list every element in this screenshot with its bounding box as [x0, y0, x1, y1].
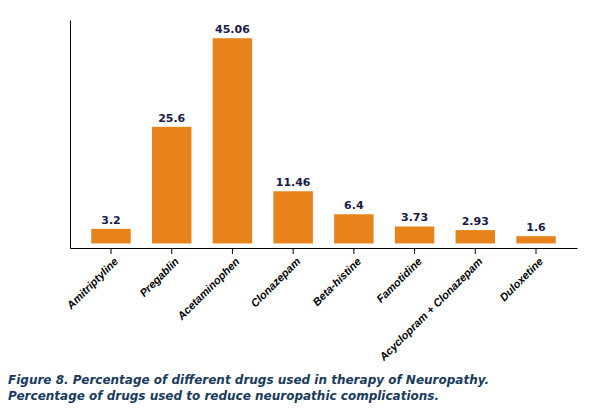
bar: [273, 191, 312, 243]
x-tick-label: Beta-histine: [310, 255, 363, 308]
x-tick-mark: [475, 248, 476, 254]
x-tick: Pregablin: [137, 248, 181, 299]
x-tick-mark: [171, 248, 172, 254]
x-tick: Acyclopram + Clonazepam: [376, 248, 485, 363]
x-axis-line: [71, 248, 578, 249]
x-tick-label: Pregablin: [137, 255, 181, 299]
x-tick: Acetaminophen: [174, 248, 242, 323]
data-label: 25.6: [158, 112, 185, 125]
bar: [334, 214, 373, 243]
data-label: 45.06: [215, 23, 250, 36]
x-tick: Beta-histine: [310, 248, 363, 308]
x-tick-label: Famotidine: [374, 255, 424, 305]
x-tick-label: Acetaminophen: [174, 255, 242, 323]
x-tick: Amitriptyline: [64, 248, 121, 312]
chart: 3.2 25.6 45.06 11.46 6.4 3.73 2.93 1.6 Amitripty…: [0, 0, 597, 408]
x-tick: Duloxetine: [497, 248, 545, 303]
bar: [456, 230, 495, 243]
data-label: 2.93: [462, 215, 489, 228]
y-axis-line: [70, 21, 71, 249]
x-tick-label: Duloxetine: [497, 255, 545, 303]
x-tick-label: Acyclopram + Clonazepam: [376, 255, 485, 364]
bar: [516, 236, 555, 243]
plot: 3.2 25.6 45.06 11.46 6.4 3.73 2.93 1.6 Amitripty…: [64, 21, 578, 364]
data-label: 6.4: [344, 199, 364, 212]
data-labels: 3.2 25.6 45.06 11.46 6.4 3.73 2.93 1.6: [101, 23, 546, 234]
data-label: 3.73: [401, 211, 428, 224]
x-tick-mark: [536, 248, 537, 254]
bar: [152, 127, 191, 244]
x-tick-mark: [110, 248, 111, 254]
data-label: 11.46: [276, 176, 311, 189]
x-tick-label: Clonazepam: [248, 255, 302, 309]
x-tick: Clonazepam: [248, 248, 302, 309]
bar: [395, 226, 434, 243]
caption: Figure 8. Percentage of different drugs …: [8, 373, 489, 403]
x-tick-mark: [232, 248, 233, 254]
caption-line: Figure 8. Percentage of different drugs …: [8, 373, 489, 387]
data-label: 3.2: [101, 214, 121, 227]
y-axis: [70, 21, 71, 249]
bars: [91, 38, 555, 243]
x-tick-mark: [293, 248, 294, 254]
caption-line: Percentage of drugs used to reduce neuro…: [8, 389, 439, 403]
x-tick-mark: [414, 248, 415, 254]
x-tick-label: Amitriptyline: [64, 255, 121, 312]
x-axis: Amitriptyline PregablinAcetaminophenClona…: [64, 248, 578, 363]
bar: [213, 38, 252, 243]
x-tick: Famotidine: [374, 248, 424, 305]
x-tick-mark: [353, 248, 354, 254]
bar: [91, 229, 130, 244]
data-label: 1.6: [526, 221, 546, 234]
